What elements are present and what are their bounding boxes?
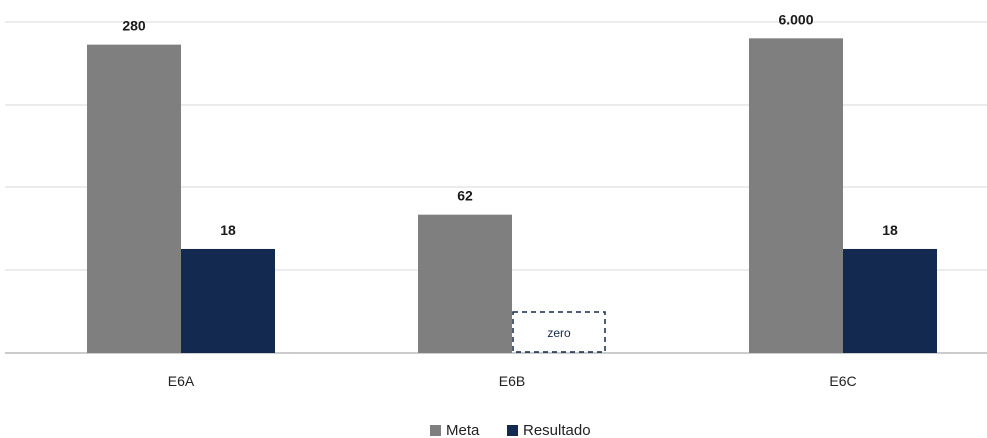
value-label-resultado-e6c: 18 — [882, 222, 898, 238]
x-tick-label-e6b: E6B — [499, 373, 525, 389]
x-axis-ticks: E6A E6B E6C — [168, 373, 857, 389]
bar-resultado-e6a — [181, 248, 275, 353]
value-label-resultado-e6a: 18 — [220, 222, 236, 238]
bar-meta-e6a — [87, 44, 181, 353]
value-label-meta-e6b: 62 — [457, 188, 473, 204]
legend: Meta Resultado — [430, 422, 591, 438]
value-labels: 280 18 62 zero 6.000 18 — [122, 11, 898, 340]
value-label-meta-e6a: 280 — [122, 18, 146, 34]
bar-resultado-e6c — [843, 248, 937, 353]
value-label-meta-e6c: 6.000 — [778, 11, 813, 27]
legend-swatch-resultado — [507, 425, 518, 436]
legend-label-meta: Meta — [446, 422, 480, 438]
bar-meta-e6b — [418, 214, 512, 353]
x-tick-label-e6c: E6C — [829, 373, 856, 389]
legend-label-resultado: Resultado — [523, 422, 591, 438]
zero-marker-label: zero — [547, 326, 571, 340]
legend-swatch-meta — [430, 425, 441, 436]
bar-meta-e6c — [749, 38, 843, 353]
x-tick-label-e6a: E6A — [168, 373, 195, 389]
zero-marker-box — [512, 311, 606, 353]
bars — [87, 38, 937, 353]
